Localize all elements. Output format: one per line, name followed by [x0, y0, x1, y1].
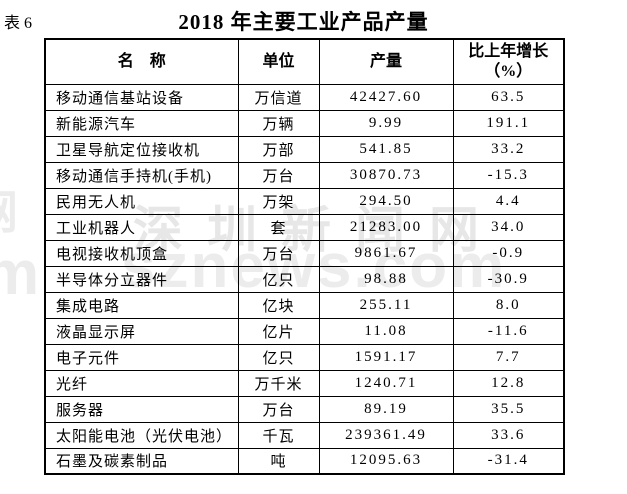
product-output-cell: 9861.67	[318, 239, 454, 267]
table-row: 移动通信手持机(手机) 万台 30870.73 -15.3	[44, 161, 565, 189]
table-row: 光纤 万千米 1240.71 12.8	[44, 369, 565, 397]
table-row: 电视接收机顶盒 万台 9861.67 -0.9	[44, 239, 565, 267]
product-name-cell: 服务器	[44, 395, 239, 423]
industrial-products-table: 名 称 单位 产量 比上年增长 （%） 移动通信基站设备 万信道 42427.6…	[44, 38, 565, 475]
product-name-cell: 电子元件	[44, 343, 239, 371]
product-name-cell: 光纤	[44, 369, 239, 397]
product-unit-cell: 亿只	[237, 343, 320, 371]
table-row: 卫星导航定位接收机 万部 541.85 33.2	[44, 135, 565, 163]
col-header-name: 名 称	[44, 38, 239, 85]
table-row: 石墨及碳素制品 吨 12095.63 -31.4	[44, 447, 565, 475]
product-unit-cell: 亿片	[237, 317, 320, 345]
table-number-label: 表 6	[4, 15, 33, 32]
product-output-cell: 89.19	[318, 395, 454, 423]
product-unit-cell: 套	[237, 213, 320, 241]
table-row: 服务器 万台 89.19 35.5	[44, 395, 565, 423]
product-growth-cell: 12.8	[452, 369, 565, 397]
product-unit-cell: 万信道	[237, 83, 320, 111]
product-unit-cell: 千瓦	[237, 421, 320, 449]
product-growth-cell: -31.4	[452, 447, 565, 475]
col-header-output: 产量	[318, 38, 454, 85]
product-growth-cell: -30.9	[452, 265, 565, 293]
product-name-cell: 液晶显示屏	[44, 317, 239, 345]
table-row: 半导体分立器件 亿只 98.88 -30.9	[44, 265, 565, 293]
watermark-edge-fragment-cn: 网	[0, 176, 18, 242]
product-growth-cell: 4.4	[452, 187, 565, 215]
product-name-cell: 新能源汽车	[44, 109, 239, 137]
table-row: 电子元件 亿只 1591.17 7.7	[44, 343, 565, 371]
product-growth-cell: 191.1	[452, 109, 565, 137]
product-output-cell: 255.11	[318, 291, 454, 319]
product-name-cell: 电视接收机顶盒	[44, 239, 239, 267]
product-output-cell: 239361.49	[318, 421, 454, 449]
product-unit-cell: 万架	[237, 187, 320, 215]
col-header-growth-line2: （%）	[484, 62, 533, 80]
product-output-cell: 21283.00	[318, 213, 454, 241]
product-name-cell: 卫星导航定位接收机	[44, 135, 239, 163]
col-header-growth: 比上年增长 （%）	[452, 38, 565, 85]
product-growth-cell: 8.0	[452, 291, 565, 319]
table-row: 集成电路 亿块 255.11 8.0	[44, 291, 565, 319]
product-output-cell: 98.88	[318, 265, 454, 293]
product-growth-cell: 33.6	[452, 421, 565, 449]
product-unit-cell: 万辆	[237, 109, 320, 137]
table-header: 名 称 单位 产量 比上年增长 （%）	[44, 38, 565, 85]
col-header-unit: 单位	[237, 38, 320, 85]
product-unit-cell: 万台	[237, 239, 320, 267]
product-name-cell: 半导体分立器件	[44, 265, 239, 293]
product-unit-cell: 亿块	[237, 291, 320, 319]
product-unit-cell: 吨	[237, 447, 320, 475]
product-growth-cell: 35.5	[452, 395, 565, 423]
product-output-cell: 9.99	[318, 109, 454, 137]
product-unit-cell: 万台	[237, 161, 320, 189]
product-growth-cell: 63.5	[452, 83, 565, 111]
product-output-cell: 12095.63	[318, 447, 454, 475]
header-row: 名 称 单位 产量 比上年增长 （%）	[44, 38, 565, 85]
table-row: 新能源汽车 万辆 9.99 191.1	[44, 109, 565, 137]
product-unit-cell: 万台	[237, 395, 320, 423]
product-growth-cell: 7.7	[452, 343, 565, 371]
product-name-cell: 集成电路	[44, 291, 239, 319]
page-title: 2018 年主要工业产品产量	[178, 10, 429, 34]
product-unit-cell: 亿只	[237, 265, 320, 293]
table-row: 民用无人机 万架 294.50 4.4	[44, 187, 565, 215]
product-output-cell: 42427.60	[318, 83, 454, 111]
product-output-cell: 541.85	[318, 135, 454, 163]
product-name-cell: 移动通信手持机(手机)	[44, 161, 239, 189]
product-output-cell: 11.08	[318, 317, 454, 345]
product-name-cell: 移动通信基站设备	[44, 83, 239, 111]
table-row: 移动通信基站设备 万信道 42427.60 63.5	[44, 83, 565, 111]
product-unit-cell: 万千米	[237, 369, 320, 397]
product-growth-cell: -11.6	[452, 317, 565, 345]
product-name-cell: 石墨及碳素制品	[44, 447, 239, 475]
product-growth-cell: -0.9	[452, 239, 565, 267]
watermark-edge-fragment-en: m	[0, 239, 40, 308]
product-output-cell: 1591.17	[318, 343, 454, 371]
product-output-cell: 30870.73	[318, 161, 454, 189]
table-body: 移动通信基站设备 万信道 42427.60 63.5 新能源汽车 万辆 9.99…	[44, 83, 565, 475]
product-name-cell: 民用无人机	[44, 187, 239, 215]
product-unit-cell: 万部	[237, 135, 320, 163]
table-row: 太阳能电池（光伏电池） 千瓦 239361.49 33.6	[44, 421, 565, 449]
product-output-cell: 1240.71	[318, 369, 454, 397]
product-output-cell: 294.50	[318, 187, 454, 215]
col-header-growth-line1: 比上年增长	[468, 42, 549, 60]
product-growth-cell: 33.2	[452, 135, 565, 163]
product-name-cell: 太阳能电池（光伏电池）	[44, 421, 239, 449]
table-row: 工业机器人 套 21283.00 34.0	[44, 213, 565, 241]
product-growth-cell: 34.0	[452, 213, 565, 241]
product-name-cell: 工业机器人	[44, 213, 239, 241]
table-row: 液晶显示屏 亿片 11.08 -11.6	[44, 317, 565, 345]
product-growth-cell: -15.3	[452, 161, 565, 189]
